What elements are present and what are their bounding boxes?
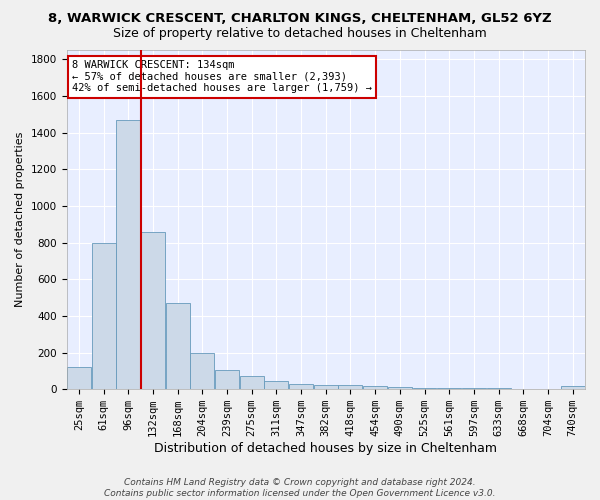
Bar [116, 120, 140, 389]
Bar [437, 388, 461, 389]
Text: 8 WARWICK CRESCENT: 134sqm
← 57% of detached houses are smaller (2,393)
42% of s: 8 WARWICK CRESCENT: 134sqm ← 57% of deta… [72, 60, 372, 94]
Bar [265, 381, 289, 389]
Bar [190, 352, 214, 389]
Bar [289, 384, 313, 389]
Bar [363, 386, 387, 389]
Bar [215, 370, 239, 389]
Bar [141, 232, 165, 389]
Text: Contains HM Land Registry data © Crown copyright and database right 2024.
Contai: Contains HM Land Registry data © Crown c… [104, 478, 496, 498]
Bar [92, 242, 116, 389]
Bar [338, 384, 362, 389]
Text: Size of property relative to detached houses in Cheltenham: Size of property relative to detached ho… [113, 28, 487, 40]
Bar [166, 303, 190, 389]
Bar [462, 388, 486, 389]
Bar [487, 388, 511, 389]
Bar [67, 367, 91, 389]
Text: 8, WARWICK CRESCENT, CHARLTON KINGS, CHELTENHAM, GL52 6YZ: 8, WARWICK CRESCENT, CHARLTON KINGS, CHE… [48, 12, 552, 26]
Bar [413, 388, 436, 389]
Bar [314, 384, 338, 389]
Y-axis label: Number of detached properties: Number of detached properties [15, 132, 25, 308]
Bar [560, 386, 584, 389]
Bar [388, 388, 412, 389]
Bar [240, 376, 263, 389]
X-axis label: Distribution of detached houses by size in Cheltenham: Distribution of detached houses by size … [154, 442, 497, 455]
